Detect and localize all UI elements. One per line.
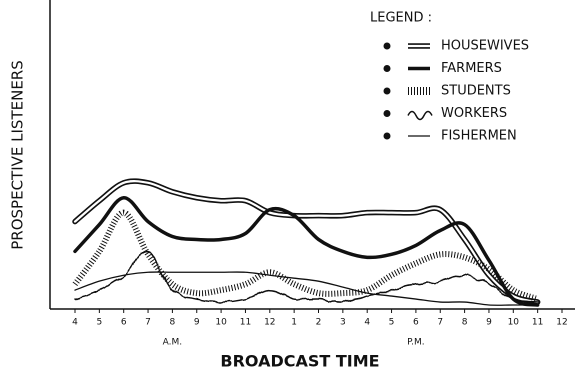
line-inner <box>73 180 539 304</box>
legend-label: STUDENTS <box>441 84 511 99</box>
x-tick-label: 9 <box>194 318 200 328</box>
annotation: P.M. <box>407 338 425 348</box>
legend-bullet <box>383 87 391 95</box>
legend-bullet <box>383 42 391 50</box>
x-tick-label: 4 <box>72 318 78 328</box>
x-tick-label: 7 <box>145 318 151 328</box>
x-tick-label: 1 <box>291 318 297 328</box>
legend-bullet <box>383 110 391 117</box>
x-tick-label: 11 <box>240 318 251 328</box>
legend-swatch <box>407 110 433 121</box>
x-tick-label: 9 <box>486 318 492 328</box>
x-tick-label: 10 <box>215 318 227 328</box>
legend-label: FISHERMEN <box>441 129 517 144</box>
x-tick-label: 3 <box>340 318 346 328</box>
legend-label: FARMERS <box>441 61 502 76</box>
y-axis-title: PROSPECTIVE LISTENERS <box>9 60 27 249</box>
x-tick-label: 7 <box>437 318 443 328</box>
legend-label: HOUSEWIVES <box>441 39 529 54</box>
x-tick-label: 12 <box>556 318 567 328</box>
x-tick-label: 12 <box>264 318 275 328</box>
line <box>74 271 539 306</box>
x-tick-label: 5 <box>96 318 102 328</box>
legend-label: WORKERS <box>441 106 507 121</box>
legend-title: LEGEND : <box>370 11 432 26</box>
x-tick-label: 11 <box>532 318 543 328</box>
x-tick-label: 8 <box>462 318 468 328</box>
x-tick-label: 2 <box>316 318 322 328</box>
annotation: A.M. <box>163 338 183 348</box>
x-tick-label: 5 <box>389 318 395 328</box>
line <box>73 195 540 307</box>
line <box>74 250 539 303</box>
x-tick-label: 6 <box>413 318 419 328</box>
legend-bullet <box>383 132 391 140</box>
x-tick-label: 8 <box>170 318 176 328</box>
x-tick-label: 4 <box>364 318 370 328</box>
x-axis-title: BROADCAST TIME <box>220 352 379 371</box>
x-tick-label: 6 <box>121 318 127 328</box>
legend-bullet <box>383 65 391 72</box>
x-tick-label: 10 <box>508 318 520 328</box>
